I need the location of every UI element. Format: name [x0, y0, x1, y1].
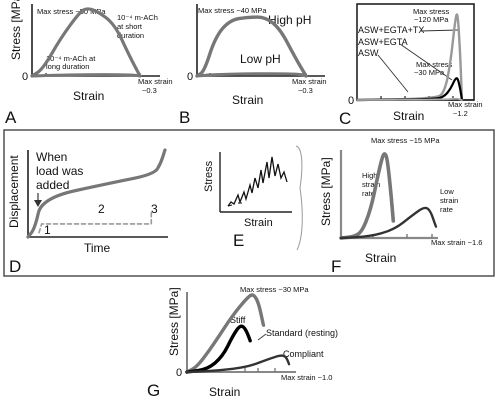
panel-a: Stress [MPa] 0 Strain A Max stress ~50 M… — [5, 0, 173, 127]
panel-b-series-low-ph-line — [195, 72, 308, 78]
panel-g-letter: G — [147, 381, 160, 400]
panel-b-xmax-l2: ~0.3 — [298, 86, 313, 95]
panel-g-stiff-label: Stiff — [230, 315, 246, 325]
panel-b-low-label: Low pH — [240, 52, 281, 66]
panel-c-xmax-l2: ~1.2 — [453, 109, 468, 118]
panel-a-origin: 0 — [22, 71, 28, 83]
panel-c-legend-egta: ASW+EGTA — [358, 37, 408, 47]
panel-d: Displacement Time D When load was added … — [7, 150, 168, 276]
panel-f-low-l1: Low — [440, 187, 454, 196]
panel-c-letter: C — [339, 109, 351, 128]
panel-f-series-high-strain-rate-line — [339, 152, 396, 240]
panel-a-short-l1: 10⁻⁴ m-ACh — [117, 13, 158, 22]
panel-a-series-0-line — [30, 7, 142, 78]
panel-e-brace — [295, 145, 303, 251]
panel-g-standard-label: Standard (resting) — [266, 328, 338, 338]
panel-f-low-l3: rate — [440, 205, 453, 214]
panel-d-phase-1: 1 — [44, 223, 51, 237]
panel-a-series-1-line — [30, 73, 142, 78]
panel-c-ymax-l1: Max stress — [413, 7, 450, 16]
panel-d-series-0-line — [26, 148, 167, 239]
panel-d-phase-2: 2 — [98, 202, 105, 216]
panel-c-legend-asw: ASW — [358, 48, 379, 58]
panel-g-compliant-label: Compliant — [283, 349, 324, 359]
panel-e-letter: E — [233, 231, 244, 250]
panel-c-mid-l2: ~30 MPa — [414, 68, 445, 77]
panel-d-load-l2: load was — [36, 164, 83, 178]
panel-f-series-low-strain-rate-line — [339, 206, 438, 240]
panel-e-x-label: Strain — [244, 217, 273, 229]
panel-b-ymax-label: Max stress ~40 MPa — [198, 6, 267, 15]
panel-a-xmax-l2: ~0.3 — [142, 86, 157, 95]
panel-a-long-l1: 10⁻⁴ m-ACh at — [46, 54, 96, 63]
panel-f-high-l2: strain — [362, 180, 380, 189]
panel-d-series-phases-line — [38, 210, 153, 234]
series-layer — [26, 7, 464, 374]
panel-d-load-l1: When — [36, 150, 67, 164]
panel-c-ymax-l2: ~120 MPa — [414, 15, 449, 24]
panel-e-baseline-marks — [227, 202, 242, 207]
panel-b-high-label: High pH — [268, 13, 311, 27]
panel-f-low-l2: strain — [440, 196, 458, 205]
panel-f-letter: F — [331, 257, 341, 276]
panel-g-xmax-label: Max strain ~1.0 — [281, 373, 332, 382]
panel-b-series-high-ph-line — [195, 15, 308, 78]
panel-a-short-l2: at short — [117, 22, 143, 31]
panel-b-xmax-l1: Max strain — [292, 77, 327, 86]
panel-e: Stress Strain E — [203, 145, 303, 251]
panel-d-phase-3: 3 — [151, 202, 158, 216]
panel-a-x-label: Strain — [73, 89, 104, 103]
panel-c-origin: 0 — [348, 95, 354, 107]
panel-a-short-l3: duration — [117, 31, 144, 40]
panel-a-y-label: Stress [MPa] — [9, 0, 23, 60]
panel-g-series-compliant-line — [185, 354, 291, 374]
panel-g-series-stiff-line — [185, 293, 266, 374]
panel-d-y-label: Displacement — [7, 155, 21, 228]
panel-e-y-label: Stress — [203, 160, 215, 192]
panel-f-high-l1: High — [362, 171, 377, 180]
panel-def-frame — [3, 129, 495, 277]
panel-f-xmax-label: Max strain ~1.6 — [431, 238, 482, 247]
panel-f-high-l3: rate — [362, 189, 375, 198]
panel-c-leader-asw — [377, 54, 409, 93]
panel-c-leader-egta — [399, 43, 453, 81]
panel-a-long-l2: long duration — [46, 62, 89, 71]
panel-c-mid-l1: Max stress — [416, 60, 453, 69]
panel-c-x-label: Strain — [393, 109, 424, 123]
panel-f: Stress [MPa] Strain F Max stress ~15 MPa… — [319, 136, 482, 276]
panel-f-y-label: Stress [MPa] — [319, 157, 333, 226]
panel-f-ymax-label: Max stress ~15 MPa — [371, 136, 440, 145]
panel-g-ymax-label: Max stress ~30 MPa — [240, 285, 309, 294]
panel-f-x-label: Strain — [365, 251, 396, 265]
panel-c-series-asw-line — [356, 97, 463, 101]
panel-b-letter: B — [179, 108, 190, 127]
panel-g-origin: 0 — [176, 367, 182, 379]
panel-a-letter: A — [5, 108, 17, 127]
panel-c-legend-tx: ASW+EGTA+TX — [358, 25, 424, 35]
panel-a-ymax-label: Max stress ~50 MPa — [37, 7, 106, 16]
panel-g-x-label: Strain — [209, 385, 240, 399]
panel-d-load-l3: added — [36, 178, 69, 192]
panel-c-xmax-l1: Max strain — [448, 100, 483, 109]
panel-e-sawtooth-curve — [227, 156, 288, 207]
panel-a-xmax-l1: Max strain — [138, 77, 173, 86]
panel-g-standard-leader — [257, 333, 267, 341]
panel-b-origin: 0 — [187, 71, 193, 83]
panel-c-leader-tx — [419, 29, 459, 32]
panel-g-y-label: Stress [MPa] — [167, 287, 181, 356]
panel-b-x-label: Strain — [232, 93, 263, 107]
panel-d-x-label: Time — [84, 241, 111, 255]
panel-d-letter: D — [9, 257, 21, 276]
panel-b: 0 Strain B Max stress ~40 MPa High pH Lo… — [179, 4, 327, 127]
